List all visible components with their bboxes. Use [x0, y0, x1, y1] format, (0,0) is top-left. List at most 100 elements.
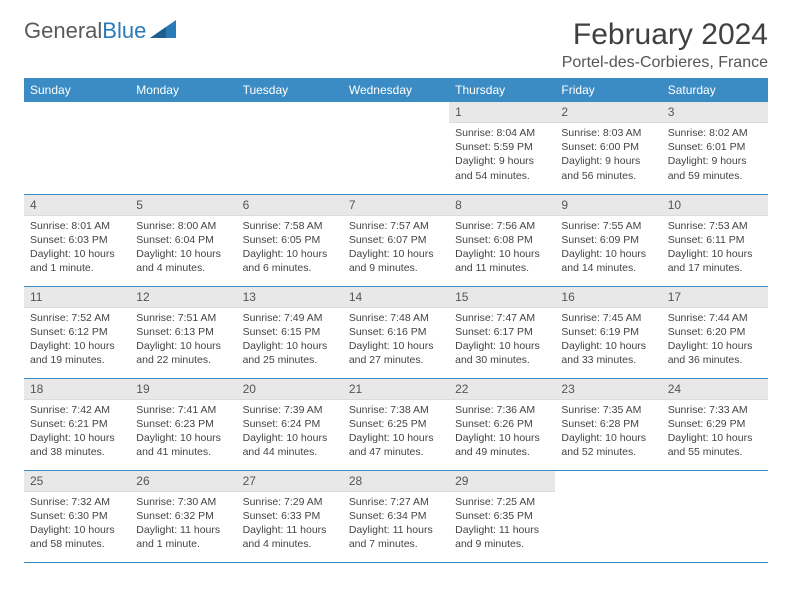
calendar-cell: 15Sunrise: 7:47 AMSunset: 6:17 PMDayligh… — [449, 286, 555, 378]
calendar-head: SundayMondayTuesdayWednesdayThursdayFrid… — [24, 78, 768, 102]
calendar-row: 4Sunrise: 8:01 AMSunset: 6:03 PMDaylight… — [24, 194, 768, 286]
calendar-cell: 17Sunrise: 7:44 AMSunset: 6:20 PMDayligh… — [662, 286, 768, 378]
day-number — [237, 102, 343, 108]
day-number — [130, 102, 236, 108]
calendar-cell: 27Sunrise: 7:29 AMSunset: 6:33 PMDayligh… — [237, 470, 343, 562]
day-header: Sunday — [24, 78, 130, 102]
day-details: Sunrise: 7:58 AMSunset: 6:05 PMDaylight:… — [237, 216, 343, 280]
month-title: February 2024 — [562, 18, 768, 52]
day-details: Sunrise: 7:32 AMSunset: 6:30 PMDaylight:… — [24, 492, 130, 556]
day-details: Sunrise: 7:41 AMSunset: 6:23 PMDaylight:… — [130, 400, 236, 464]
logo-triangle-icon — [150, 18, 176, 44]
day-number: 7 — [343, 195, 449, 216]
day-number: 27 — [237, 471, 343, 492]
day-details: Sunrise: 7:44 AMSunset: 6:20 PMDaylight:… — [662, 308, 768, 372]
calendar-cell: 11Sunrise: 7:52 AMSunset: 6:12 PMDayligh… — [24, 286, 130, 378]
day-details: Sunrise: 7:42 AMSunset: 6:21 PMDaylight:… — [24, 400, 130, 464]
day-details: Sunrise: 7:52 AMSunset: 6:12 PMDaylight:… — [24, 308, 130, 372]
calendar-cell — [130, 102, 236, 194]
calendar-cell: 28Sunrise: 7:27 AMSunset: 6:34 PMDayligh… — [343, 470, 449, 562]
calendar-cell: 20Sunrise: 7:39 AMSunset: 6:24 PMDayligh… — [237, 378, 343, 470]
logo: GeneralBlue — [24, 18, 176, 44]
day-header: Friday — [555, 78, 661, 102]
day-number: 21 — [343, 379, 449, 400]
day-details: Sunrise: 7:33 AMSunset: 6:29 PMDaylight:… — [662, 400, 768, 464]
day-number: 23 — [555, 379, 661, 400]
day-details: Sunrise: 7:49 AMSunset: 6:15 PMDaylight:… — [237, 308, 343, 372]
calendar-row: 18Sunrise: 7:42 AMSunset: 6:21 PMDayligh… — [24, 378, 768, 470]
day-details: Sunrise: 7:35 AMSunset: 6:28 PMDaylight:… — [555, 400, 661, 464]
day-header: Tuesday — [237, 78, 343, 102]
day-number: 29 — [449, 471, 555, 492]
day-number: 2 — [555, 102, 661, 123]
calendar-cell: 1Sunrise: 8:04 AMSunset: 5:59 PMDaylight… — [449, 102, 555, 194]
calendar-row: 11Sunrise: 7:52 AMSunset: 6:12 PMDayligh… — [24, 286, 768, 378]
day-header: Saturday — [662, 78, 768, 102]
day-number: 1 — [449, 102, 555, 123]
calendar-cell: 7Sunrise: 7:57 AMSunset: 6:07 PMDaylight… — [343, 194, 449, 286]
logo-text-general: General — [24, 18, 102, 44]
calendar-cell: 12Sunrise: 7:51 AMSunset: 6:13 PMDayligh… — [130, 286, 236, 378]
calendar-table: SundayMondayTuesdayWednesdayThursdayFrid… — [24, 78, 768, 563]
day-number: 10 — [662, 195, 768, 216]
calendar-cell: 23Sunrise: 7:35 AMSunset: 6:28 PMDayligh… — [555, 378, 661, 470]
header: GeneralBlue February 2024 Portel-des-Cor… — [24, 18, 768, 72]
day-number: 3 — [662, 102, 768, 123]
day-number: 4 — [24, 195, 130, 216]
day-number: 11 — [24, 287, 130, 308]
day-details: Sunrise: 7:38 AMSunset: 6:25 PMDaylight:… — [343, 400, 449, 464]
day-number — [662, 471, 768, 477]
day-number: 16 — [555, 287, 661, 308]
calendar-cell — [662, 470, 768, 562]
day-details: Sunrise: 8:00 AMSunset: 6:04 PMDaylight:… — [130, 216, 236, 280]
calendar-cell: 10Sunrise: 7:53 AMSunset: 6:11 PMDayligh… — [662, 194, 768, 286]
day-number: 17 — [662, 287, 768, 308]
day-number — [24, 102, 130, 108]
day-details: Sunrise: 8:01 AMSunset: 6:03 PMDaylight:… — [24, 216, 130, 280]
day-number: 5 — [130, 195, 236, 216]
calendar-cell: 21Sunrise: 7:38 AMSunset: 6:25 PMDayligh… — [343, 378, 449, 470]
day-details: Sunrise: 7:48 AMSunset: 6:16 PMDaylight:… — [343, 308, 449, 372]
calendar-cell: 6Sunrise: 7:58 AMSunset: 6:05 PMDaylight… — [237, 194, 343, 286]
calendar-cell: 16Sunrise: 7:45 AMSunset: 6:19 PMDayligh… — [555, 286, 661, 378]
calendar-cell: 14Sunrise: 7:48 AMSunset: 6:16 PMDayligh… — [343, 286, 449, 378]
calendar-cell: 18Sunrise: 7:42 AMSunset: 6:21 PMDayligh… — [24, 378, 130, 470]
calendar-cell: 13Sunrise: 7:49 AMSunset: 6:15 PMDayligh… — [237, 286, 343, 378]
day-details: Sunrise: 7:25 AMSunset: 6:35 PMDaylight:… — [449, 492, 555, 556]
day-number: 15 — [449, 287, 555, 308]
day-number: 6 — [237, 195, 343, 216]
calendar-cell — [24, 102, 130, 194]
day-number — [343, 102, 449, 108]
day-number: 8 — [449, 195, 555, 216]
day-number: 26 — [130, 471, 236, 492]
day-number: 24 — [662, 379, 768, 400]
calendar-cell: 25Sunrise: 7:32 AMSunset: 6:30 PMDayligh… — [24, 470, 130, 562]
calendar-row: 25Sunrise: 7:32 AMSunset: 6:30 PMDayligh… — [24, 470, 768, 562]
day-number: 12 — [130, 287, 236, 308]
day-details: Sunrise: 7:51 AMSunset: 6:13 PMDaylight:… — [130, 308, 236, 372]
day-details: Sunrise: 7:47 AMSunset: 6:17 PMDaylight:… — [449, 308, 555, 372]
day-details: Sunrise: 7:30 AMSunset: 6:32 PMDaylight:… — [130, 492, 236, 556]
day-details: Sunrise: 8:02 AMSunset: 6:01 PMDaylight:… — [662, 123, 768, 187]
calendar-cell — [343, 102, 449, 194]
day-details: Sunrise: 7:53 AMSunset: 6:11 PMDaylight:… — [662, 216, 768, 280]
calendar-cell: 22Sunrise: 7:36 AMSunset: 6:26 PMDayligh… — [449, 378, 555, 470]
title-block: February 2024 Portel-des-Corbieres, Fran… — [562, 18, 768, 72]
day-details: Sunrise: 8:03 AMSunset: 6:00 PMDaylight:… — [555, 123, 661, 187]
day-number: 28 — [343, 471, 449, 492]
calendar-cell — [555, 470, 661, 562]
day-header: Thursday — [449, 78, 555, 102]
calendar-cell: 26Sunrise: 7:30 AMSunset: 6:32 PMDayligh… — [130, 470, 236, 562]
calendar-cell: 5Sunrise: 8:00 AMSunset: 6:04 PMDaylight… — [130, 194, 236, 286]
calendar-cell: 29Sunrise: 7:25 AMSunset: 6:35 PMDayligh… — [449, 470, 555, 562]
calendar-cell: 19Sunrise: 7:41 AMSunset: 6:23 PMDayligh… — [130, 378, 236, 470]
calendar-cell: 4Sunrise: 8:01 AMSunset: 6:03 PMDaylight… — [24, 194, 130, 286]
day-number: 18 — [24, 379, 130, 400]
calendar-cell: 9Sunrise: 7:55 AMSunset: 6:09 PMDaylight… — [555, 194, 661, 286]
calendar-cell: 24Sunrise: 7:33 AMSunset: 6:29 PMDayligh… — [662, 378, 768, 470]
calendar-cell: 8Sunrise: 7:56 AMSunset: 6:08 PMDaylight… — [449, 194, 555, 286]
day-details: Sunrise: 7:45 AMSunset: 6:19 PMDaylight:… — [555, 308, 661, 372]
day-number: 9 — [555, 195, 661, 216]
calendar-body: 1Sunrise: 8:04 AMSunset: 5:59 PMDaylight… — [24, 102, 768, 562]
day-details: Sunrise: 7:27 AMSunset: 6:34 PMDaylight:… — [343, 492, 449, 556]
